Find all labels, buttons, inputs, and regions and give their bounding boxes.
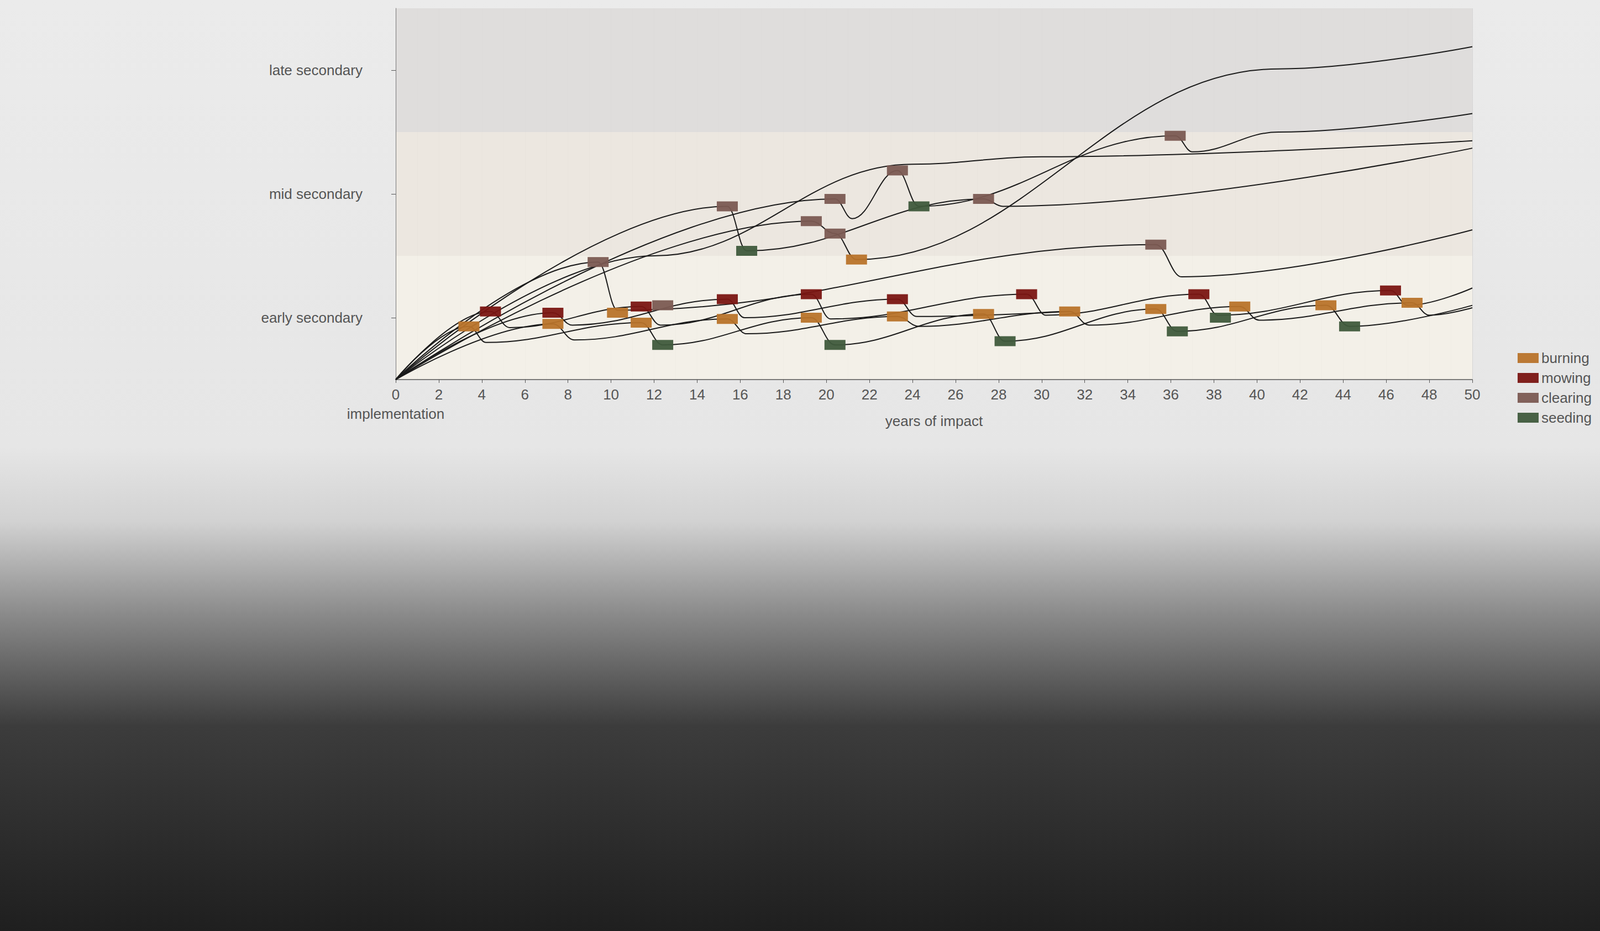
svg-text:years of impact: years of impact (885, 412, 984, 430)
svg-text:12: 12 (646, 386, 663, 403)
svg-text:34: 34 (1119, 386, 1136, 403)
svg-text:48: 48 (1421, 386, 1438, 403)
svg-text:40: 40 (1249, 386, 1266, 403)
svg-text:seeding: seeding (1541, 409, 1592, 427)
svg-text:30: 30 (1033, 386, 1050, 403)
svg-text:46: 46 (1378, 386, 1395, 403)
svg-text:16: 16 (732, 386, 749, 403)
svg-text:22: 22 (861, 386, 878, 403)
svg-text:clearing: clearing (1541, 389, 1592, 407)
svg-text:44: 44 (1335, 386, 1352, 403)
svg-text:26: 26 (947, 386, 964, 403)
svg-text:late secondary: late secondary (269, 61, 363, 79)
svg-text:32: 32 (1076, 386, 1093, 403)
svg-text:2: 2 (434, 386, 443, 403)
svg-text:50: 50 (1464, 386, 1481, 403)
svg-text:10: 10 (602, 386, 619, 403)
svg-text:4: 4 (478, 386, 486, 403)
svg-text:implementation: implementation (347, 405, 445, 423)
svg-text:14: 14 (689, 386, 706, 403)
svg-text:mid secondary: mid secondary (269, 185, 363, 203)
svg-text:38: 38 (1205, 386, 1222, 403)
svg-text:early secondary: early secondary (260, 309, 363, 327)
svg-text:20: 20 (818, 386, 835, 403)
svg-text:36: 36 (1162, 386, 1179, 403)
svg-text:burning: burning (1541, 349, 1590, 367)
svg-text:0: 0 (391, 386, 400, 403)
svg-text:8: 8 (563, 386, 572, 403)
svg-text:42: 42 (1292, 386, 1309, 403)
svg-text:18: 18 (775, 386, 792, 403)
svg-text:6: 6 (521, 386, 529, 403)
svg-text:28: 28 (990, 386, 1007, 403)
svg-text:mowing: mowing (1541, 369, 1592, 387)
svg-text:24: 24 (904, 386, 921, 403)
